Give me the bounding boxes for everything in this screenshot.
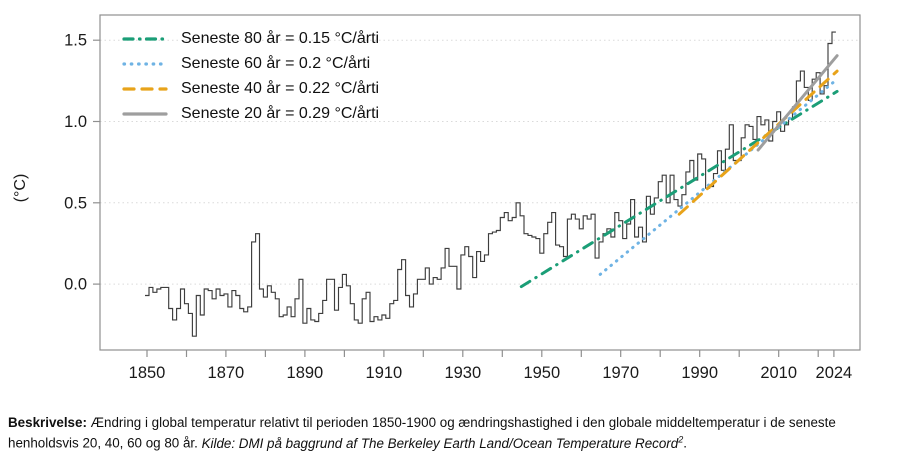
trend-line-40ar	[677, 69, 839, 216]
trend-line-60ar	[598, 77, 839, 276]
description-source-footnote-marker: 2	[678, 434, 684, 445]
y-axis: 0.0 0.5 1.0 1.5	[64, 32, 100, 294]
x-tick-label-1970: 1970	[602, 364, 639, 382]
x-axis: 1850 1870 1890 1910 1930 1950 1970 1990 2010 2024	[129, 350, 853, 382]
x-tick-label-2024: 2024	[816, 364, 853, 382]
legend-row-60ar: Seneste 60 år = 0.2 °C/årti	[121, 51, 379, 76]
trend-line-20ar	[756, 54, 839, 152]
annual-step-line	[145, 31, 836, 337]
temperature-anomaly-chart: 1850 1870 1890 1910 1930 1950 1970 1990 2010 2024…	[12, 14, 861, 382]
x-tick-label-2010: 2010	[760, 364, 797, 382]
legend-line-sample-20ar	[121, 108, 169, 120]
y-tick-label-1.5: 1.5	[64, 32, 87, 50]
legend-label-80ar: Seneste 80 år = 0.15 °C/årti	[181, 29, 380, 47]
legend-line-sample-40ar	[121, 83, 169, 95]
description-source-text: Kilde: DMI på baggrund af The Berkeley E…	[201, 435, 679, 451]
description-source: Kilde: DMI på baggrund af The Berkeley E…	[201, 434, 684, 451]
legend-line-icon-20ar	[122, 111, 168, 116]
legend-row-80ar: Seneste 80 år = 0.15 °C/årti	[121, 26, 379, 51]
legend-row-40ar: Seneste 40 år = 0.22 °C/årti	[121, 76, 379, 101]
figure-description: Beskrivelse: Ændring i global temperatur…	[8, 413, 896, 454]
plot-border	[99, 14, 861, 351]
chart-legend: Seneste 80 år = 0.15 °C/årti Seneste 60 …	[121, 26, 379, 126]
x-tick-label-1890: 1890	[287, 364, 324, 382]
y-tick-label-1.0: 1.0	[64, 113, 87, 131]
x-tick-label-1990: 1990	[681, 364, 718, 382]
description-label: Beskrivelse:	[8, 415, 87, 430]
y-tick-label-0.0: 0.0	[64, 276, 87, 294]
legend-row-20ar: Seneste 20 år = 0.29 °C/årti	[121, 101, 379, 126]
x-tick-label-1950: 1950	[523, 364, 560, 382]
description-source-period: .	[683, 435, 687, 451]
description-text: Ændring i global temperatur relativt til…	[8, 415, 836, 451]
legend-line-sample-60ar	[121, 58, 169, 70]
x-tick-label-1910: 1910	[366, 364, 403, 382]
x-tick-label-1930: 1930	[444, 364, 481, 382]
legend-line-sample-80ar	[121, 33, 169, 45]
legend-label-40ar: Seneste 40 år = 0.22 °C/årti	[181, 79, 380, 97]
gridlines	[100, 39, 860, 285]
legend-line-icon-60ar	[122, 61, 168, 66]
y-tick-label-0.5: 0.5	[64, 194, 87, 212]
y-axis-title: (°C)	[12, 174, 29, 203]
legend-line-icon-40ar	[122, 86, 168, 91]
legend-label-20ar: Seneste 20 år = 0.29 °C/årti	[181, 104, 380, 122]
x-tick-label-1870: 1870	[208, 364, 245, 382]
trend-line-80ar	[519, 89, 839, 289]
legend-line-icon-80ar	[122, 36, 168, 41]
x-tick-label-1850: 1850	[129, 364, 166, 382]
legend-label-60ar: Seneste 60 år = 0.2 °C/årti	[181, 54, 371, 72]
